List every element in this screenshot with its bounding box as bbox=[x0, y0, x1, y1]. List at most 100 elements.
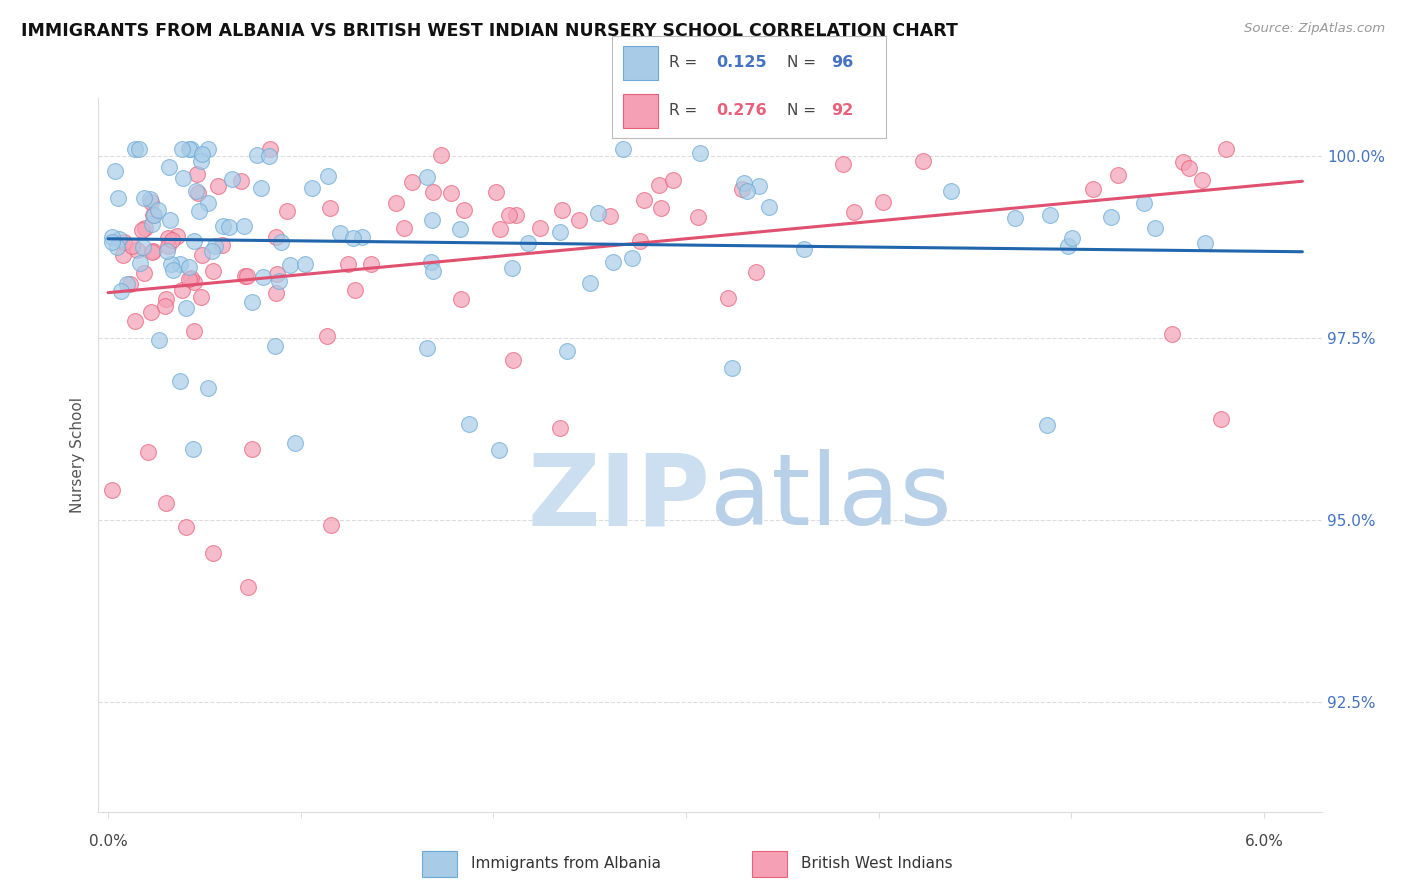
Bar bbox=[623, 95, 658, 128]
Point bbox=[104, 163, 127, 178]
Point bbox=[187, 186, 209, 201]
Point bbox=[266, 268, 288, 282]
Point bbox=[648, 178, 671, 193]
Text: 96: 96 bbox=[831, 55, 853, 70]
Point bbox=[201, 546, 224, 560]
Point bbox=[662, 172, 685, 186]
Point bbox=[191, 146, 214, 161]
Point bbox=[1133, 196, 1156, 211]
Bar bbox=[422, 851, 457, 877]
Point bbox=[160, 256, 183, 270]
Point bbox=[1191, 173, 1213, 187]
Point bbox=[1178, 161, 1201, 175]
Point bbox=[172, 283, 194, 297]
Point bbox=[179, 260, 201, 275]
Point bbox=[450, 292, 472, 306]
Point bbox=[793, 243, 815, 257]
Point bbox=[202, 264, 225, 278]
Point bbox=[232, 219, 254, 234]
Point bbox=[911, 154, 934, 169]
Point bbox=[1036, 418, 1059, 433]
Point bbox=[129, 255, 152, 269]
Text: N =: N = bbox=[787, 55, 821, 70]
Point bbox=[422, 185, 444, 199]
Point bbox=[505, 208, 527, 222]
Point bbox=[548, 225, 571, 239]
Point bbox=[172, 170, 194, 185]
Point bbox=[159, 213, 181, 227]
Point bbox=[117, 277, 139, 292]
Point bbox=[174, 301, 197, 315]
Point bbox=[416, 170, 439, 185]
Point bbox=[148, 333, 170, 347]
Point bbox=[689, 146, 711, 161]
Point bbox=[125, 243, 148, 257]
Point bbox=[174, 520, 197, 534]
Text: 0.276: 0.276 bbox=[716, 103, 766, 118]
Point bbox=[1194, 235, 1216, 250]
Point bbox=[180, 142, 202, 156]
Point bbox=[498, 208, 520, 222]
Point bbox=[458, 417, 481, 431]
Text: R =: R = bbox=[669, 103, 703, 118]
Point bbox=[599, 209, 621, 223]
Point bbox=[529, 221, 551, 235]
Point bbox=[394, 221, 416, 235]
Point bbox=[429, 148, 451, 162]
Point bbox=[733, 176, 755, 190]
Point bbox=[155, 496, 177, 510]
Point bbox=[628, 234, 651, 248]
Point bbox=[416, 341, 439, 355]
Point bbox=[264, 229, 287, 244]
Point bbox=[257, 148, 280, 162]
Point bbox=[731, 182, 754, 196]
Point bbox=[488, 442, 510, 457]
Point bbox=[650, 201, 672, 215]
Bar bbox=[752, 851, 787, 877]
Point bbox=[612, 142, 634, 156]
Point bbox=[197, 195, 219, 210]
Point bbox=[229, 174, 252, 188]
Point bbox=[190, 290, 212, 304]
Point bbox=[101, 230, 124, 244]
Point bbox=[142, 244, 165, 258]
Point bbox=[939, 184, 962, 198]
Point bbox=[1144, 221, 1167, 235]
Point bbox=[191, 247, 214, 261]
Point bbox=[745, 264, 768, 278]
Point bbox=[688, 210, 710, 224]
Point bbox=[136, 445, 159, 459]
Point bbox=[1056, 238, 1078, 252]
Point bbox=[141, 195, 163, 210]
Point bbox=[201, 244, 224, 259]
Point bbox=[101, 483, 124, 498]
Point bbox=[128, 142, 150, 156]
Point bbox=[284, 436, 307, 450]
Point bbox=[177, 272, 200, 286]
Point bbox=[449, 222, 471, 236]
Point bbox=[242, 295, 264, 310]
Point bbox=[844, 205, 866, 219]
Point bbox=[162, 263, 184, 277]
Point bbox=[156, 244, 179, 258]
Point bbox=[159, 160, 181, 174]
Point bbox=[183, 234, 205, 248]
Point bbox=[141, 244, 163, 259]
Text: British West Indians: British West Indians bbox=[801, 855, 953, 871]
Point bbox=[352, 229, 374, 244]
Point bbox=[1171, 155, 1194, 169]
Point bbox=[294, 257, 316, 271]
Point bbox=[183, 275, 205, 289]
Text: 0.0%: 0.0% bbox=[89, 833, 128, 848]
Point bbox=[485, 185, 508, 199]
Text: ZIP: ZIP bbox=[527, 450, 710, 546]
Point bbox=[758, 200, 780, 214]
Point bbox=[107, 232, 129, 246]
Point bbox=[197, 381, 219, 395]
Point bbox=[155, 292, 177, 306]
Point bbox=[183, 324, 205, 338]
Point bbox=[721, 360, 744, 375]
Point bbox=[233, 268, 256, 283]
Text: atlas: atlas bbox=[710, 450, 952, 546]
Point bbox=[344, 283, 367, 297]
